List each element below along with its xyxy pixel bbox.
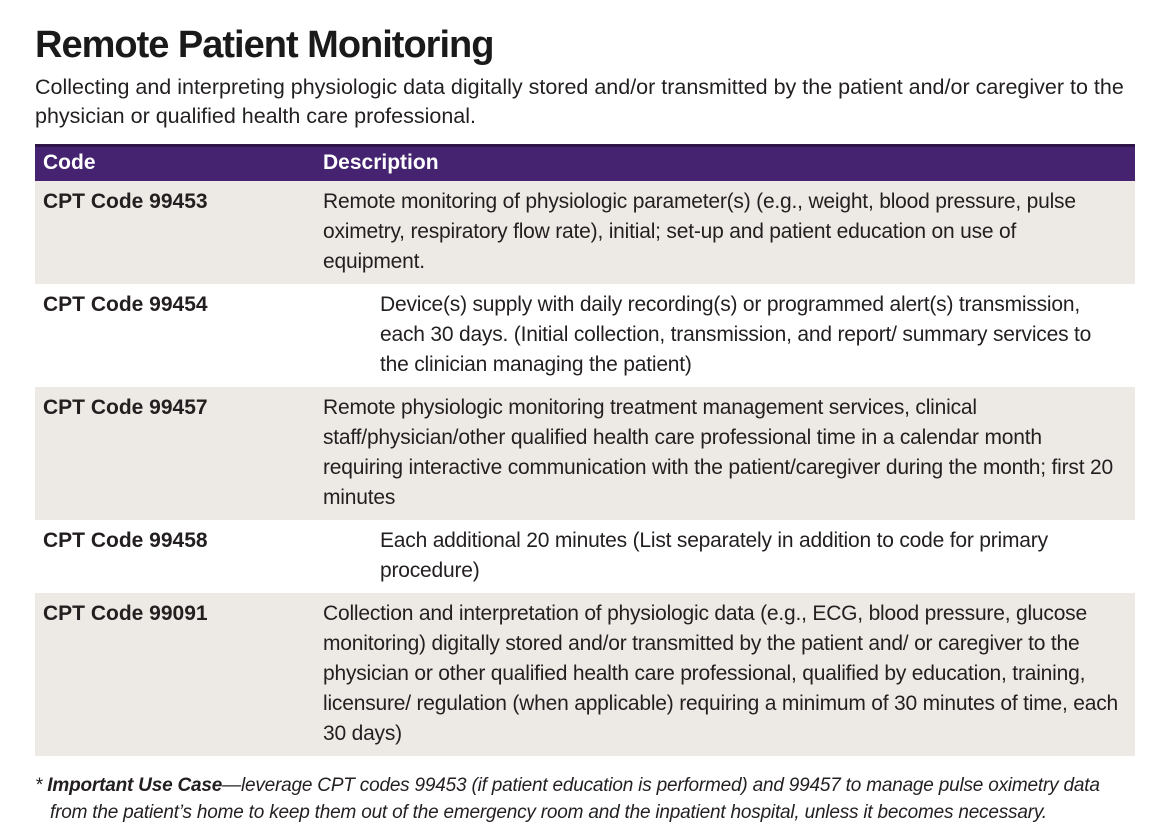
code-cell: CPT Code 99457	[43, 395, 208, 419]
table-row: CPT Code 99454 Device(s) supply with dai…	[35, 283, 1135, 387]
description-cell: Each additional 20 minutes (List separat…	[380, 528, 1048, 582]
code-cell: CPT Code 99458	[43, 528, 208, 552]
description-cell: Device(s) supply with daily recording(s)…	[380, 292, 1092, 376]
column-header-description: Description	[323, 150, 439, 174]
page-title: Remote Patient Monitoring	[35, 24, 494, 66]
code-cell: CPT Code 99091	[43, 601, 208, 625]
footnote: * Important Use Case—leverage CPT codes …	[35, 772, 1135, 826]
table-row: CPT Code 99091 Collection and interpreta…	[35, 592, 1135, 756]
description-cell: Remote monitoring of physiologic paramet…	[323, 189, 1076, 273]
code-cell: CPT Code 99453	[43, 189, 208, 213]
description-cell: Collection and interpretation of physiol…	[323, 601, 1119, 745]
footnote-text: —leverage CPT codes 99453 (if patient ed…	[50, 774, 1100, 823]
footnote-asterisk: *	[35, 774, 43, 796]
column-header-code: Code	[43, 150, 96, 174]
table-header-row: Code Description	[35, 143, 1135, 181]
footnote-label: Important Use Case	[47, 774, 223, 796]
table-row: CPT Code 99453 Remote monitoring of phys…	[35, 180, 1135, 284]
page-subtitle: Collecting and interpreting physiologic …	[35, 74, 1124, 128]
code-cell: CPT Code 99454	[43, 292, 208, 316]
description-cell: Remote physiologic monitoring treatment …	[323, 395, 1113, 509]
table-row: CPT Code 99457 Remote physiologic monito…	[35, 386, 1135, 520]
cpt-code-table: Code Description CPT Code 99453 Remote m…	[35, 143, 1135, 756]
table-row: CPT Code 99458 Each additional 20 minute…	[35, 519, 1135, 593]
